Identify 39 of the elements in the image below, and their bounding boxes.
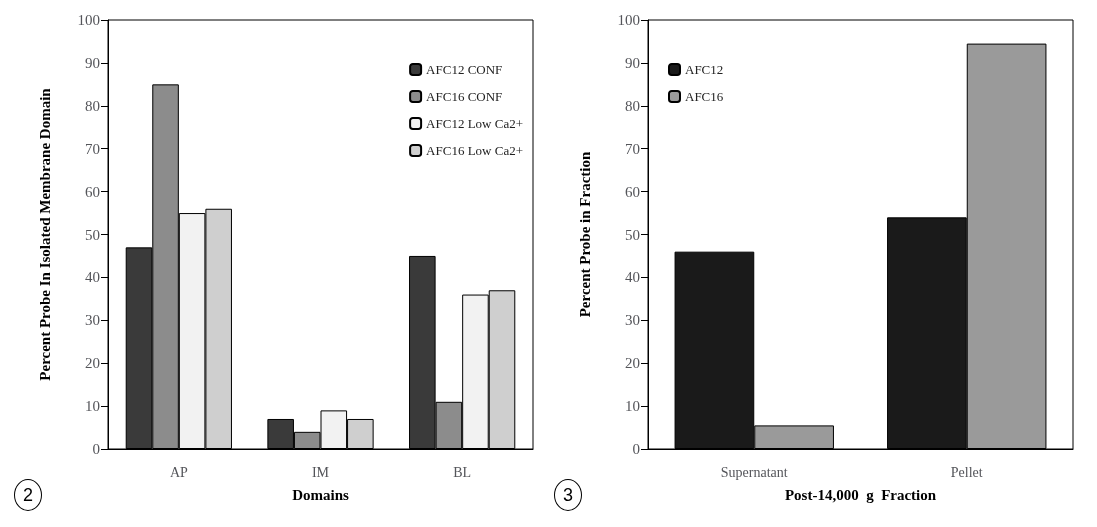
y-axis-title: Percent Probe In Isolated Membrane Domain bbox=[36, 87, 53, 381]
y-tick-label: 20 bbox=[625, 355, 640, 372]
y-tick-label: 0 bbox=[92, 441, 100, 457]
y-tick-label: 40 bbox=[85, 269, 100, 286]
x-axis-title: Post-14,000 g Fraction bbox=[784, 486, 937, 503]
x-tick-label: BL bbox=[453, 464, 472, 480]
y-tick-label: 100 bbox=[77, 12, 100, 28]
text: 3 bbox=[554, 479, 582, 511]
y-tick-label: 10 bbox=[85, 398, 100, 415]
x-tick-label: Pellet bbox=[950, 464, 983, 480]
y-tick-label: 30 bbox=[625, 312, 640, 329]
legend-label: AFC12 CONF bbox=[426, 62, 503, 77]
x-axis-title: Domains bbox=[292, 486, 349, 503]
y-tick-label: 60 bbox=[85, 183, 100, 200]
y-tick-label: 90 bbox=[85, 54, 100, 71]
y-axis-title: Percent Probe in Fraction bbox=[576, 151, 593, 318]
text: 2 bbox=[14, 479, 42, 511]
y-tick-label: 100 bbox=[617, 12, 640, 28]
y-tick-label: 70 bbox=[625, 140, 640, 157]
y-tick-label: 80 bbox=[85, 97, 100, 114]
y-tick-label: 0 bbox=[632, 441, 640, 457]
y-tick-label: 70 bbox=[85, 140, 100, 157]
x-tick-label: AP bbox=[169, 464, 188, 480]
y-tick-label: 80 bbox=[625, 97, 640, 114]
y-tick-label: 10 bbox=[625, 398, 640, 415]
y-tick-label: 40 bbox=[625, 269, 640, 286]
legend-label: AFC16 bbox=[685, 89, 724, 104]
y-tick-label: 50 bbox=[625, 226, 640, 243]
y-tick-label: 60 bbox=[625, 183, 640, 200]
legend-label: AFC12 bbox=[685, 62, 724, 77]
legend-label: AFC12 Low Ca2+ bbox=[426, 116, 523, 131]
y-tick-label: 90 bbox=[625, 54, 640, 71]
y-tick-label: 30 bbox=[85, 312, 100, 329]
y-tick-label: 20 bbox=[85, 355, 100, 372]
x-tick-label: Supernatant bbox=[720, 464, 788, 480]
x-tick-label: IM bbox=[311, 464, 330, 480]
legend-label: AFC16 CONF bbox=[426, 89, 503, 104]
y-tick-label: 50 bbox=[85, 226, 100, 243]
legend-label: AFC16 Low Ca2+ bbox=[426, 143, 523, 158]
